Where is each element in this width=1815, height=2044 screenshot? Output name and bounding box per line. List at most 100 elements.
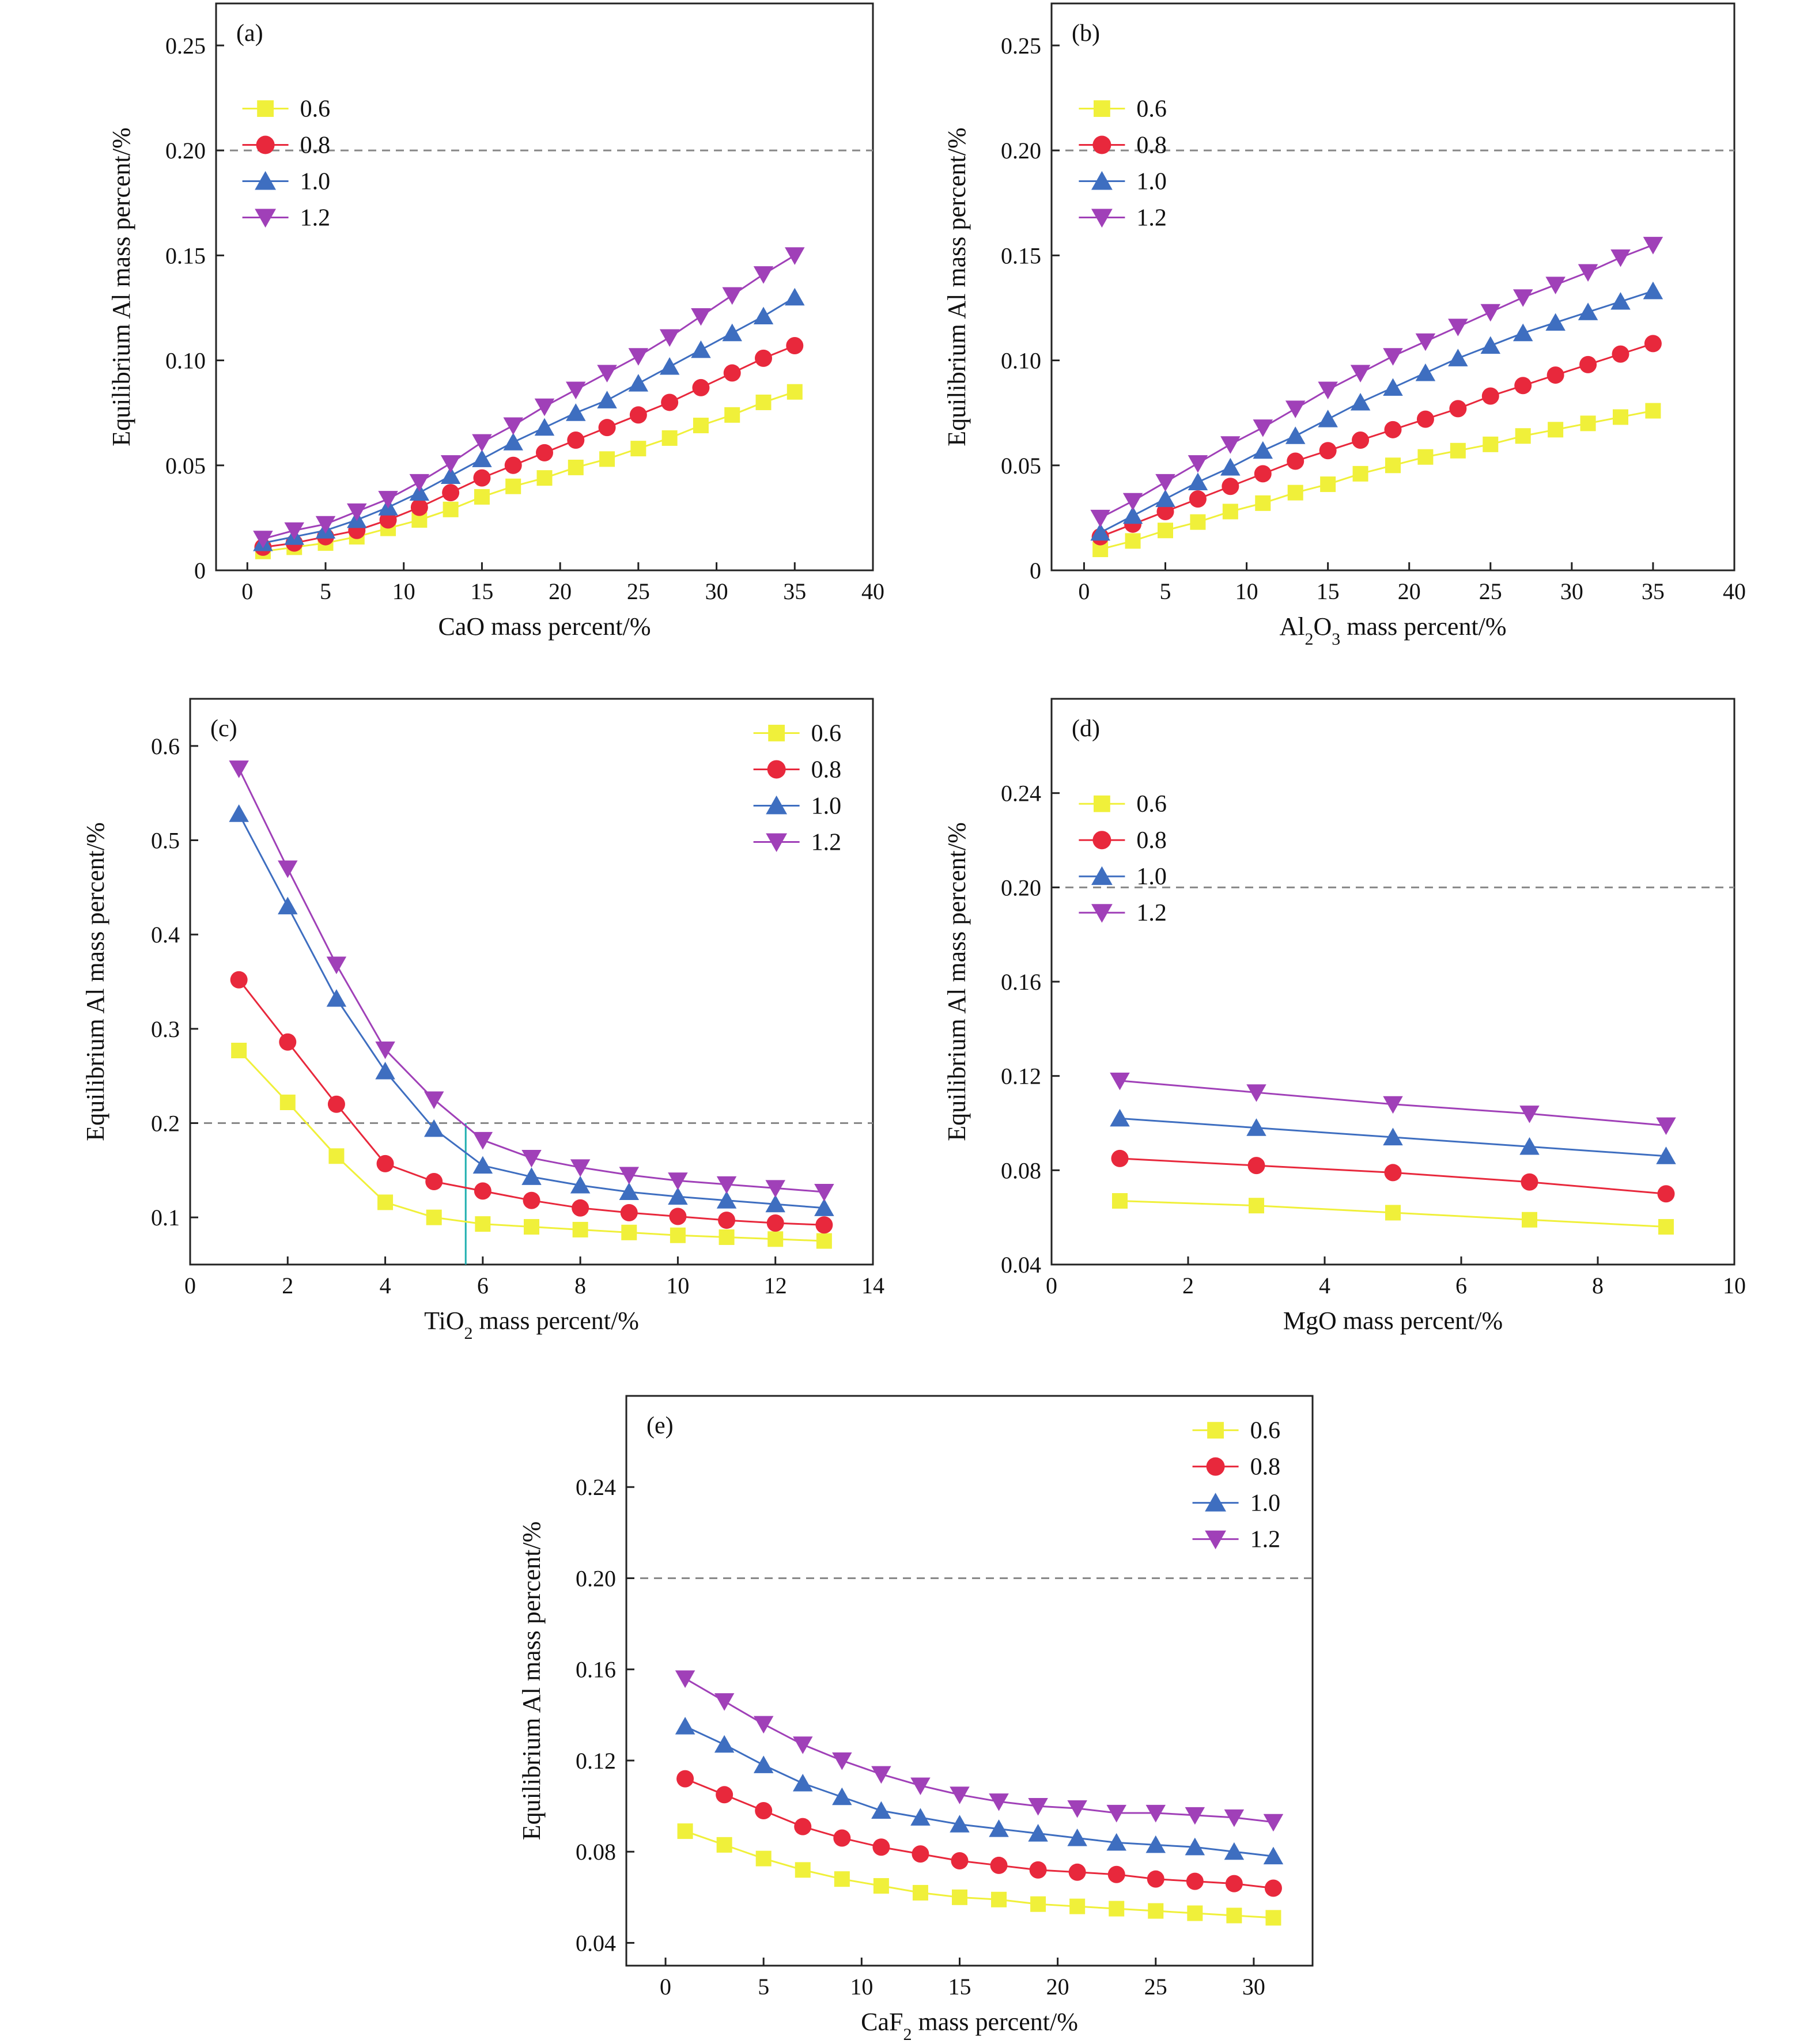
- marker-triangle-up: [668, 1187, 688, 1205]
- marker-triangle-down: [1448, 319, 1468, 336]
- marker-triangle-down: [1285, 400, 1306, 418]
- series-1-2: [1110, 1072, 1676, 1135]
- series-1-0: [1090, 281, 1663, 541]
- series-line: [238, 979, 825, 1226]
- chart-panel-c: 0 2 4 6 8 10 12 14 0.1 0.2 0.3 0.4 0.5 0.6 (c) TiO2 mas…: [81, 698, 884, 1343]
- marker-triangle-down: [1091, 904, 1113, 923]
- series-1-0: [1110, 1108, 1676, 1164]
- marker-triangle-down: [691, 308, 711, 326]
- legend-item: 1.2: [1192, 1527, 1280, 1553]
- marker-square: [1385, 457, 1401, 474]
- y-axis-label: Equilibrium Al mass percent/%: [943, 127, 971, 446]
- marker-triangle-down: [315, 516, 336, 534]
- marker-triangle-up: [619, 1182, 640, 1201]
- marker-triangle-down: [989, 1793, 1009, 1811]
- marker-triangle-up: [1253, 441, 1273, 459]
- marker-square: [1249, 1198, 1264, 1214]
- marker-triangle-up: [597, 391, 617, 408]
- x-tick-label: 40: [1723, 578, 1746, 604]
- legend-item: 0.6: [1192, 1418, 1280, 1444]
- marker-square: [1265, 1910, 1281, 1926]
- marker-circle: [1287, 452, 1304, 470]
- marker-triangle-down: [1110, 1072, 1130, 1091]
- marker-triangle-up: [375, 1061, 395, 1080]
- marker-triangle-down: [1519, 1106, 1540, 1123]
- series-line: [263, 255, 796, 540]
- series-0-6: [255, 384, 803, 559]
- series-line: [685, 1678, 1274, 1823]
- marker-square: [279, 1094, 296, 1110]
- y-tick-label: 0.20: [1001, 138, 1041, 164]
- legend-item: 0.6: [1079, 96, 1167, 123]
- marker-square: [1187, 1905, 1203, 1921]
- marker-triangle-down: [284, 522, 304, 540]
- marker-square: [912, 1884, 928, 1901]
- marker-triangle-down: [1220, 436, 1241, 454]
- x-tick-label: 4: [1319, 1273, 1330, 1299]
- legend: 0.6 0.8 1.0 1.2: [1079, 791, 1167, 926]
- series-line: [1099, 290, 1654, 533]
- x-tick-label: 4: [380, 1273, 391, 1299]
- legend-item: 0.6: [1079, 791, 1167, 817]
- marker-triangle-up: [753, 306, 774, 325]
- panel-label: (e): [646, 1413, 674, 1439]
- y-tick-label: 0.24: [576, 1474, 616, 1500]
- y-tick-label: 0.20: [165, 138, 206, 164]
- x-tick-label: 0: [660, 1974, 671, 2000]
- legend-item: 1.2: [242, 205, 330, 232]
- marker-triangle-up: [814, 1198, 834, 1216]
- y-tick-label: 0.10: [1001, 348, 1041, 374]
- marker-triangle-down: [628, 348, 649, 366]
- marker-square: [873, 1878, 889, 1894]
- y-tick-label: 0.08: [576, 1839, 616, 1865]
- x-tick-label: 25: [1144, 1974, 1167, 2000]
- marker-triangle-up: [1155, 489, 1175, 508]
- legend-item: 0.8: [1079, 827, 1167, 854]
- marker-square: [767, 1231, 784, 1247]
- x-tick-label: 25: [627, 578, 650, 604]
- marker-triangle-down: [1318, 381, 1338, 400]
- marker-triangle-down: [1067, 1800, 1087, 1818]
- marker-triangle-up: [832, 1787, 852, 1805]
- y-tick-label: 0.15: [1001, 243, 1041, 268]
- marker-triangle-down: [1578, 264, 1598, 282]
- marker-circle: [256, 135, 275, 154]
- marker-circle: [1384, 1164, 1402, 1182]
- marker-triangle-up: [521, 1167, 542, 1185]
- marker-triangle-down: [503, 417, 523, 436]
- marker-circle: [1264, 1879, 1282, 1897]
- series-0-8: [1091, 335, 1662, 546]
- marker-square: [1320, 476, 1336, 493]
- marker-triangle-up: [1246, 1118, 1266, 1136]
- marker-triangle-up: [1220, 457, 1241, 476]
- x-tick-label: 5: [1160, 578, 1171, 604]
- plot-frame: [215, 2, 874, 571]
- series-1-2: [229, 760, 834, 1202]
- legend-item: 0.8: [242, 133, 330, 159]
- legend-item: 0.8: [1079, 133, 1167, 159]
- y-tick-label: 0.20: [1001, 875, 1041, 900]
- marker-circle: [1206, 1457, 1225, 1476]
- marker-triangle-up: [255, 171, 276, 190]
- marker-square: [677, 1823, 693, 1839]
- x-tick-label: 30: [1242, 1974, 1265, 2000]
- marker-circle: [474, 1182, 491, 1200]
- x-tick-label: 8: [1592, 1273, 1604, 1299]
- marker-triangle-down: [1545, 277, 1566, 294]
- chart-panel-d: 0 2 4 6 8 10 0.04 0.08 0.12 0.16 0.20 0.24 (d) MgO ma…: [943, 698, 1746, 1335]
- marker-circle: [1156, 502, 1174, 520]
- marker-circle: [1319, 442, 1337, 460]
- y-tick-label: 0.12: [1001, 1063, 1041, 1089]
- x-tick-label: 12: [764, 1273, 787, 1299]
- marker-triangle-up: [1185, 1837, 1205, 1856]
- marker-square: [621, 1224, 637, 1240]
- legend-item: 1.0: [1079, 864, 1167, 890]
- marker-square: [1222, 504, 1238, 520]
- x-tick-label: 0: [241, 578, 253, 604]
- legend-item: 1.2: [1079, 205, 1167, 232]
- marker-triangle-up: [1643, 281, 1663, 300]
- marker-triangle-up: [753, 1755, 774, 1773]
- marker-triangle-up: [1545, 313, 1566, 331]
- marker-triangle-up: [1519, 1137, 1540, 1155]
- x-tick-label: 10: [392, 578, 415, 604]
